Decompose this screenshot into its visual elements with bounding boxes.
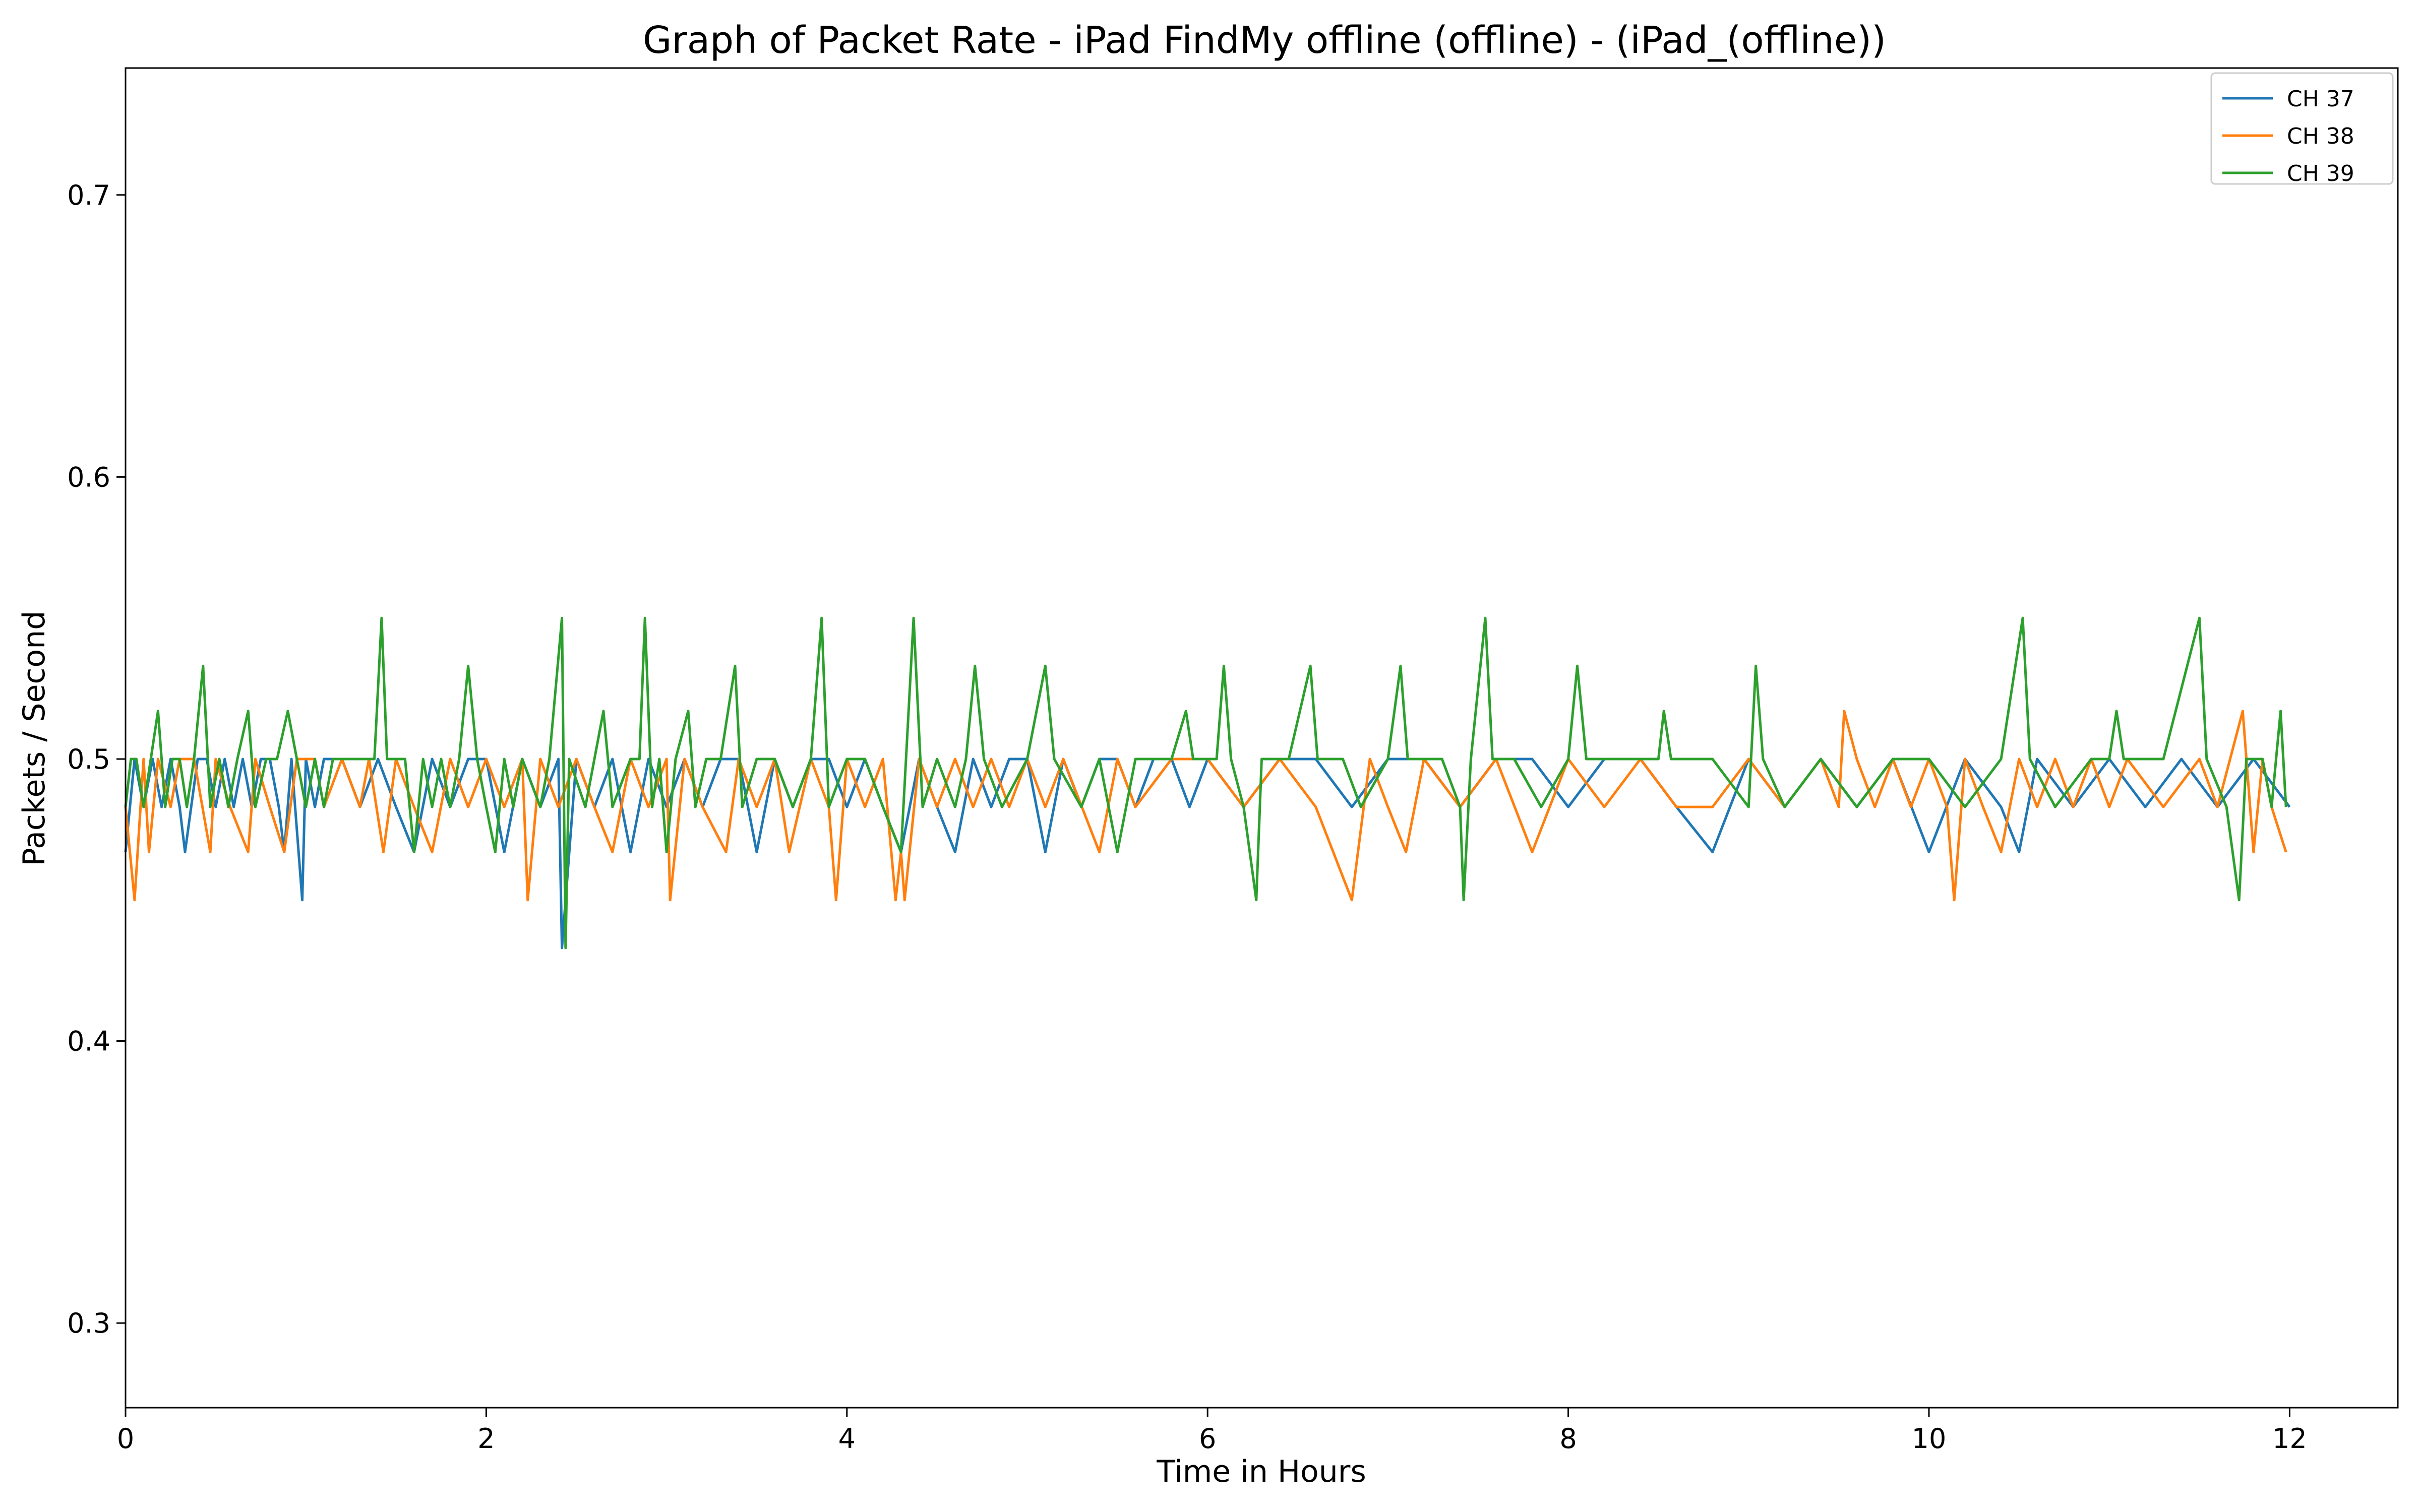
x-axis-title: Time in Hours [1156,1454,1366,1489]
x-tick-label: 0 [117,1423,134,1455]
chart-title: Graph of Packet Rate - iPad FindMy offli… [643,19,1886,62]
x-axis: 0 2 4 6 8 10 12 [117,1408,2307,1455]
plot-frame [125,67,2399,1409]
y-tick-label: 0.7 [67,179,110,211]
x-tick-label: 12 [2272,1423,2307,1455]
x-tick-label: 8 [1559,1423,1577,1455]
series-layer [124,616,2291,950]
y-tick-label: 0.3 [67,1307,110,1339]
series-line-ch-39 [124,616,2287,950]
legend-label: CH 37 [2287,86,2354,112]
y-tick-label: 0.5 [67,743,110,775]
x-tick-label: 4 [838,1423,856,1455]
x-tick-label: 10 [1912,1423,1947,1455]
legend-label: CH 38 [2287,123,2354,149]
legend: CH 37 CH 38 CH 39 [2210,72,2394,186]
y-tick-label: 0.4 [67,1026,110,1057]
y-axis-title: Packets / Second [17,611,52,866]
legend-label: CH 39 [2287,161,2354,186]
plot-area [126,68,2398,1408]
x-tick-label: 6 [1199,1423,1216,1455]
y-tick-label: 0.6 [67,461,110,493]
series-line-ch-37 [124,758,2291,950]
y-axis: 0.3 0.4 0.5 0.6 0.7 [67,179,126,1339]
x-tick-label: 2 [477,1423,495,1455]
legend-box [2210,72,2394,185]
